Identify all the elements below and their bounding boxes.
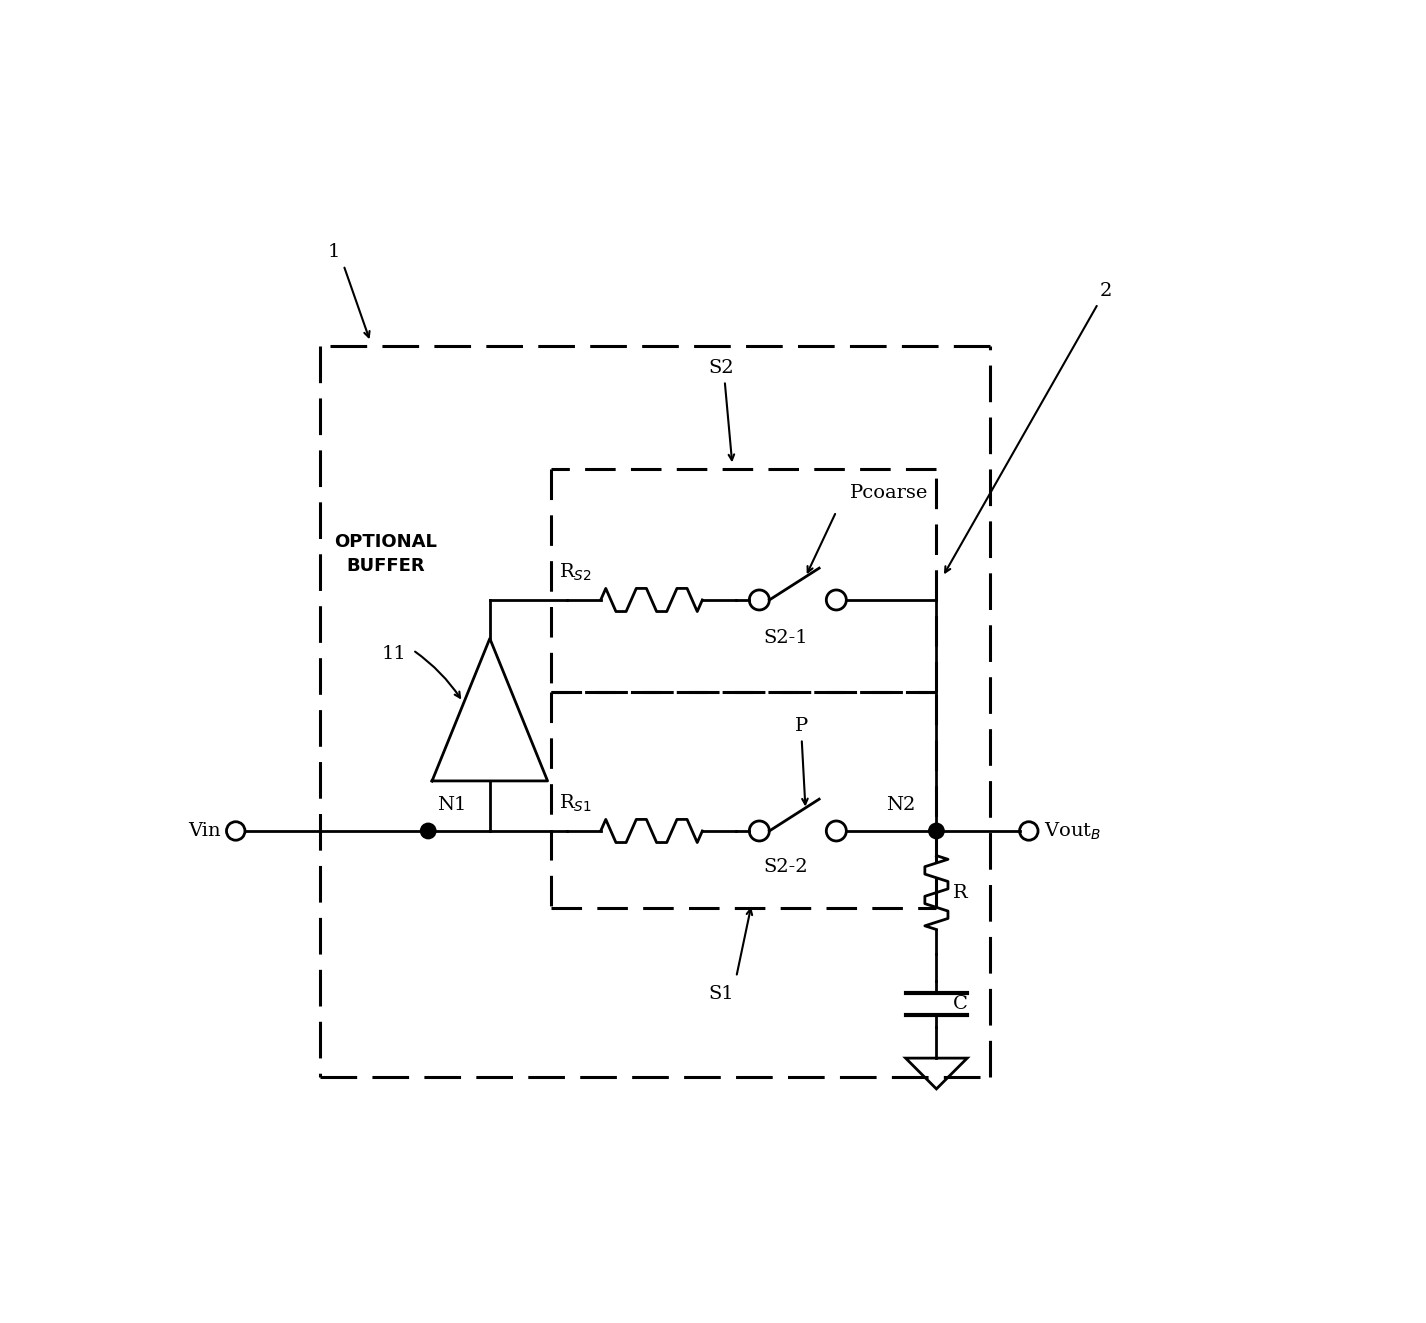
Text: R$_{S1}$: R$_{S1}$ bbox=[559, 792, 592, 814]
Text: S1: S1 bbox=[707, 984, 733, 1003]
Text: Vin: Vin bbox=[188, 822, 220, 840]
Text: C: C bbox=[954, 995, 968, 1013]
Text: S2-1: S2-1 bbox=[763, 630, 807, 647]
Text: S2: S2 bbox=[707, 359, 733, 377]
Text: Vout$_B$: Vout$_B$ bbox=[1044, 820, 1101, 841]
Text: R: R bbox=[954, 884, 968, 901]
Text: N1: N1 bbox=[438, 796, 466, 814]
Circle shape bbox=[421, 823, 436, 839]
Text: OPTIONAL
BUFFER: OPTIONAL BUFFER bbox=[335, 533, 438, 574]
Text: 2: 2 bbox=[1099, 282, 1112, 300]
Circle shape bbox=[928, 823, 944, 839]
Text: Pcoarse: Pcoarse bbox=[850, 484, 928, 503]
Text: 11: 11 bbox=[381, 644, 406, 663]
Text: N2: N2 bbox=[887, 796, 915, 814]
Text: R$_{S2}$: R$_{S2}$ bbox=[559, 562, 592, 583]
Text: P: P bbox=[796, 717, 809, 734]
Text: S2-2: S2-2 bbox=[763, 857, 807, 876]
Text: 1: 1 bbox=[328, 243, 339, 261]
